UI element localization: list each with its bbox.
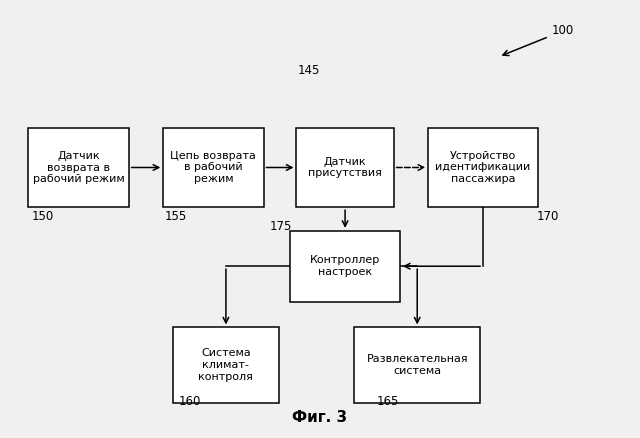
FancyBboxPatch shape <box>28 128 129 207</box>
Text: Датчик
возврата в
рабочий режим: Датчик возврата в рабочий режим <box>33 151 124 184</box>
Text: Цепь возврата
в рабочий
режим: Цепь возврата в рабочий режим <box>170 151 256 184</box>
Text: Система
климат-
контроля: Система климат- контроля <box>198 348 253 381</box>
FancyBboxPatch shape <box>163 128 264 207</box>
Text: 170: 170 <box>536 210 559 223</box>
Text: 145: 145 <box>298 64 321 78</box>
FancyBboxPatch shape <box>173 327 279 403</box>
FancyBboxPatch shape <box>296 128 394 207</box>
FancyBboxPatch shape <box>290 231 400 302</box>
Text: 165: 165 <box>376 395 399 408</box>
FancyBboxPatch shape <box>428 128 538 207</box>
Text: 175: 175 <box>270 220 292 233</box>
Text: 150: 150 <box>31 210 54 223</box>
Text: 160: 160 <box>179 395 201 408</box>
Text: 100: 100 <box>552 24 574 37</box>
Text: 155: 155 <box>165 210 188 223</box>
Text: Фиг. 3: Фиг. 3 <box>292 410 348 425</box>
Text: Контроллер
настроек: Контроллер настроек <box>310 255 380 277</box>
Text: Устройство
идентификации
пассажира: Устройство идентификации пассажира <box>435 151 531 184</box>
FancyBboxPatch shape <box>355 327 480 403</box>
Text: Развлекательная
система: Развлекательная система <box>367 354 468 376</box>
Text: Датчик
присутствия: Датчик присутствия <box>308 157 382 178</box>
